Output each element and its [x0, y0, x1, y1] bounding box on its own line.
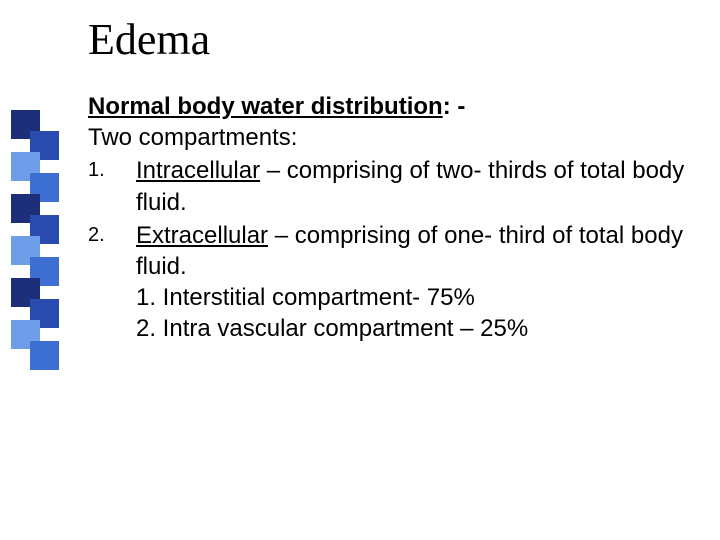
heading-line: Normal body water distribution: - — [88, 91, 690, 122]
list-body: Intracellular – comprising of two- third… — [136, 155, 690, 217]
decorative-sidebar — [0, 0, 58, 540]
sublist-item-1: 1. Interstitial compartment- 75% — [88, 282, 690, 313]
list-body: Extracellular – comprising of one- third… — [136, 220, 690, 282]
subheading-line: Two compartments: — [88, 122, 690, 153]
list-marker: 2. — [88, 220, 136, 247]
list-marker: 1. — [88, 155, 136, 182]
slide-content: Edema Normal body water distribution: - … — [88, 14, 690, 345]
sidebar-block — [30, 341, 59, 370]
heading-text: Normal body water distribution — [88, 93, 443, 120]
list-item-2: 2. Extracellular – comprising of one- th… — [88, 220, 690, 282]
list-term: Intracellular — [136, 157, 260, 184]
list-item-1: 1. Intracellular – comprising of two- th… — [88, 155, 690, 217]
slide-title: Edema — [88, 14, 690, 65]
heading-suffix: : - — [443, 93, 466, 120]
list-term: Extracellular — [136, 222, 268, 249]
sublist-item-2: 2. Intra vascular compartment – 25% — [88, 313, 690, 344]
